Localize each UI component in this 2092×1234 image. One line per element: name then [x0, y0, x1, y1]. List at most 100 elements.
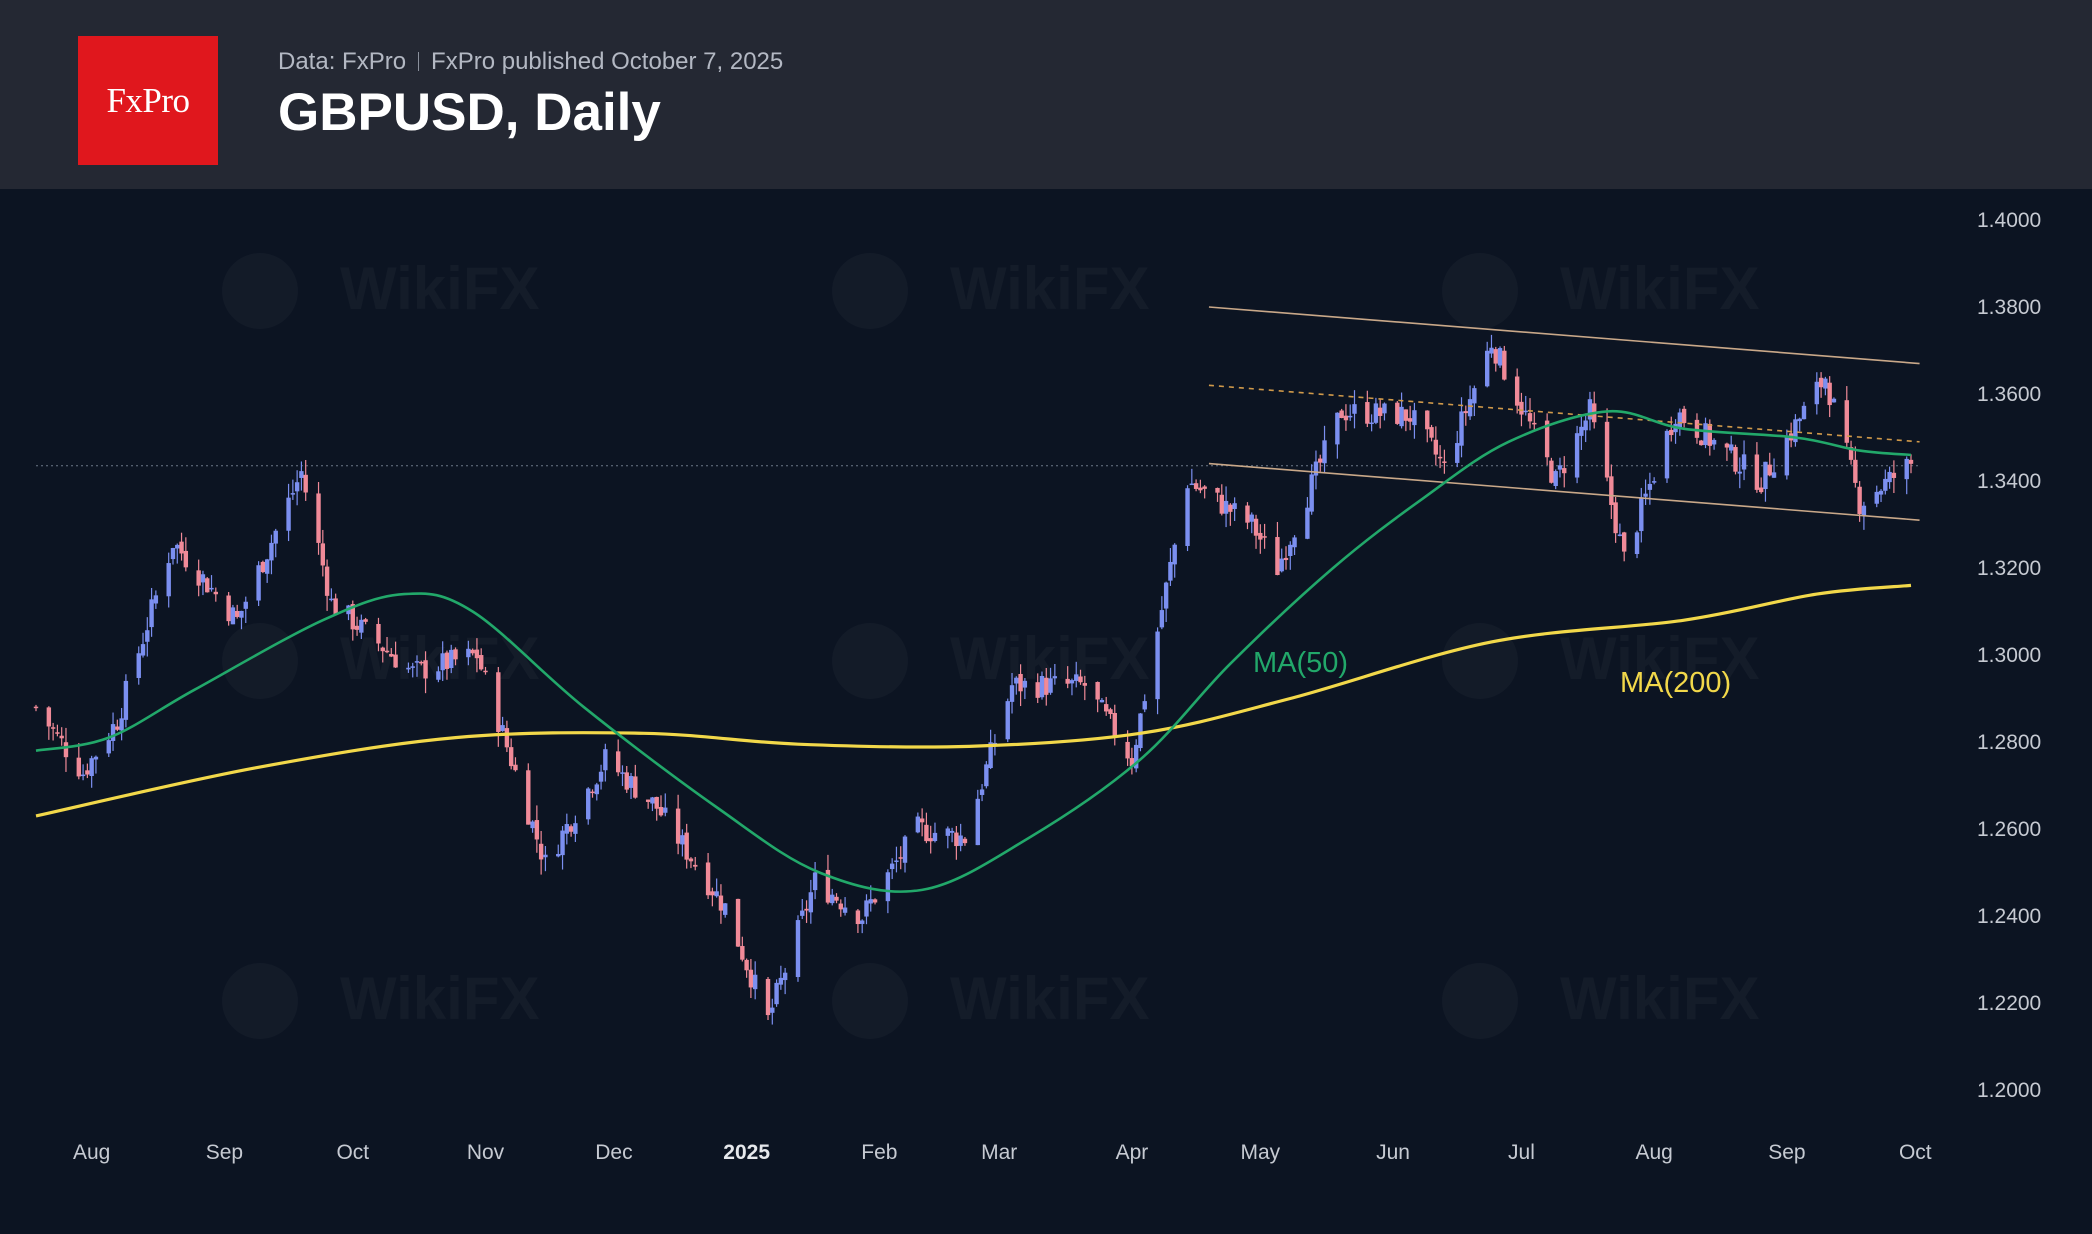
candle-body — [710, 891, 715, 896]
candle — [513, 757, 518, 772]
candle-body — [932, 832, 938, 841]
candle — [80, 764, 86, 781]
candle — [573, 815, 578, 842]
candle — [1754, 442, 1760, 493]
candle-body — [1185, 488, 1190, 546]
candle — [1587, 391, 1593, 431]
candle-body — [1874, 491, 1879, 504]
candle — [1069, 678, 1075, 696]
candle — [153, 590, 159, 609]
candle-body — [825, 869, 831, 903]
candle-body — [183, 550, 189, 568]
x-tick-label: Aug — [73, 1141, 110, 1164]
candle — [63, 727, 69, 772]
candle-body — [1322, 440, 1327, 464]
candle-body — [1159, 610, 1165, 628]
candle-body — [205, 578, 210, 593]
candle — [1412, 402, 1417, 439]
candle — [466, 640, 471, 666]
candle-body — [179, 541, 184, 554]
candle — [1763, 461, 1768, 502]
candle — [423, 651, 428, 694]
candle-body — [1048, 678, 1053, 693]
watermark-badge — [832, 963, 908, 1039]
candle — [359, 614, 364, 640]
candle — [1887, 466, 1892, 489]
channel-mid-line — [1208, 384, 1920, 443]
candle-body — [33, 706, 39, 709]
candle-body — [290, 493, 296, 495]
candle-body — [294, 482, 300, 492]
candle — [800, 899, 805, 920]
candle-body — [1549, 460, 1554, 483]
candle-body — [333, 598, 338, 615]
candle — [688, 857, 694, 869]
candle — [1703, 417, 1708, 449]
candle — [586, 787, 591, 825]
fxpro-logo[interactable]: FxPro — [78, 36, 218, 165]
candle — [1052, 663, 1058, 685]
candle — [260, 560, 266, 574]
candle-body — [714, 891, 719, 897]
candle — [534, 805, 540, 853]
candle — [1553, 469, 1558, 490]
candle-body — [384, 650, 390, 653]
candle-body — [680, 835, 685, 845]
y-tick-label: 1.2400 — [1977, 905, 2041, 928]
candle-body — [675, 808, 681, 844]
candle-body — [1245, 505, 1250, 523]
candle-body — [1288, 544, 1293, 557]
candle-body — [1133, 744, 1139, 769]
candle-body — [200, 574, 206, 583]
candle-body — [1095, 681, 1100, 700]
candle-body — [1827, 382, 1832, 406]
candle-body — [1279, 558, 1284, 572]
candle-body — [1814, 381, 1820, 405]
candle — [1373, 397, 1379, 425]
candle-body — [1168, 561, 1173, 581]
candle-body — [1553, 471, 1558, 487]
ma200-line — [35, 583, 1912, 818]
candle — [979, 784, 985, 802]
candle — [269, 534, 274, 575]
candle-body — [988, 742, 993, 769]
candle — [1048, 667, 1053, 695]
price-chart[interactable]: WikiFX WikiFX WikiFX WikiFX WikiFX WikiFX Wiki… — [0, 189, 2092, 1234]
candle — [363, 617, 368, 625]
candle — [1142, 694, 1147, 713]
candle-body — [688, 858, 694, 862]
candle — [1104, 696, 1109, 716]
candle-body — [1249, 514, 1254, 522]
candle — [1891, 460, 1897, 493]
candle — [1827, 376, 1832, 418]
candle — [1155, 627, 1160, 715]
candle-body — [76, 757, 82, 777]
candle-body — [209, 587, 214, 590]
candle-body — [984, 764, 989, 787]
candle — [234, 604, 240, 619]
candle — [33, 704, 39, 712]
candle-body — [1681, 408, 1687, 424]
candle-body — [1253, 518, 1259, 536]
candle — [205, 577, 210, 593]
candle-body — [1609, 476, 1614, 505]
candle-body — [406, 667, 411, 670]
candle — [1279, 548, 1284, 573]
candle-body — [213, 591, 218, 595]
candle-body — [838, 903, 843, 910]
candle — [954, 826, 959, 860]
data-source: Data: FxPro — [278, 48, 407, 75]
candle — [1604, 408, 1610, 482]
candle-body — [1129, 758, 1135, 767]
candle-body — [1035, 682, 1040, 698]
candle — [1133, 739, 1139, 773]
candle — [1583, 413, 1588, 443]
logo-text: FxPro — [106, 80, 190, 120]
candle — [1309, 464, 1314, 515]
candle — [1741, 440, 1747, 481]
candle-body — [1335, 412, 1340, 445]
candle — [825, 854, 831, 905]
candle — [1318, 454, 1323, 472]
channel-lower-line — [1208, 462, 1920, 521]
candle — [1651, 477, 1657, 485]
